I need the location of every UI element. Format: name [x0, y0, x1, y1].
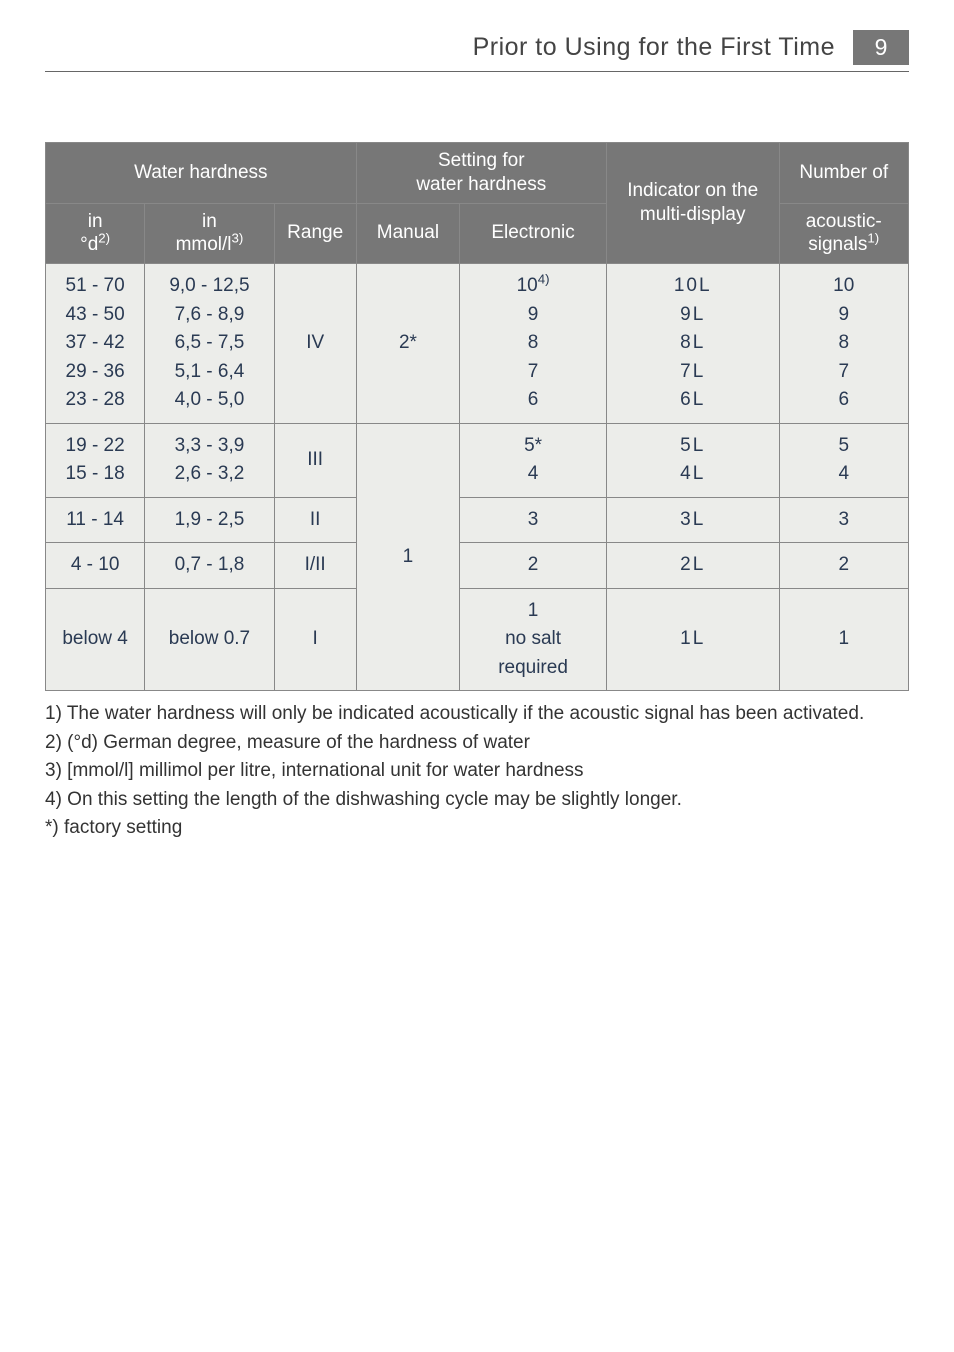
- th-in-mmol-text: inmmol/l: [176, 211, 232, 256]
- water-hardness-table: Water hardness Setting forwater hardness…: [45, 142, 909, 691]
- footnote-2: 2) (°d) German degree, measure of the ha…: [45, 730, 909, 757]
- th-electronic: Electronic: [460, 203, 607, 264]
- cell-d: 51 - 7043 - 5037 - 4229 - 3623 - 28: [46, 264, 145, 424]
- cell-indicator: 1L: [606, 588, 779, 691]
- cell-mmol: below 0.7: [145, 588, 274, 691]
- th-indicator: Indicator on the multi-display: [606, 143, 779, 264]
- cell-electronic-10-sup: 4): [538, 272, 550, 287]
- cell-indicator: 3L: [606, 497, 779, 543]
- table-row: below 4 below 0.7 I 1no saltrequired 1L …: [46, 588, 909, 691]
- th-water-hardness: Water hardness: [46, 143, 357, 204]
- th-in-d: in°d2): [46, 203, 145, 264]
- cell-electronic: 104) 9876: [460, 264, 607, 424]
- cell-indicator: 5L4L: [606, 423, 779, 497]
- table-row: 19 - 2215 - 18 3,3 - 3,92,6 - 3,2 III 1 …: [46, 423, 909, 497]
- th-acoustic-signals-sup: 1): [867, 231, 879, 246]
- table-row: 4 - 10 0,7 - 1,8 I/II 2 2L 2: [46, 543, 909, 589]
- table-header-row-2: in°d2) inmmol/l3) Range Manual Electroni…: [46, 203, 909, 264]
- cell-signals: 2: [779, 543, 909, 589]
- cell-manual: 1: [356, 423, 460, 691]
- cell-electronic: 3: [460, 497, 607, 543]
- th-in-d-sup: 2): [98, 231, 110, 246]
- cell-electronic-rest: 9876: [528, 304, 539, 411]
- cell-mmol: 0,7 - 1,8: [145, 543, 274, 589]
- cell-d: 19 - 2215 - 18: [46, 423, 145, 497]
- cell-signals: 54: [779, 423, 909, 497]
- cell-mmol: 9,0 - 12,57,6 - 8,96,5 - 7,55,1 - 6,44,0…: [145, 264, 274, 424]
- cell-electronic-10: 10: [517, 275, 538, 296]
- footnote-3: 3) [mmol/l] millimol per litre, internat…: [45, 758, 909, 785]
- cell-electronic: 5*4: [460, 423, 607, 497]
- cell-range: IV: [274, 264, 356, 424]
- th-setting: Setting forwater hardness: [356, 143, 606, 204]
- footnote-4: 4) On this setting the length of the dis…: [45, 787, 909, 814]
- cell-electronic: 1no saltrequired: [460, 588, 607, 691]
- th-number-of: Number of: [779, 143, 909, 204]
- cell-electronic: 2: [460, 543, 607, 589]
- cell-d: below 4: [46, 588, 145, 691]
- th-in-mmol-sup: 3): [232, 231, 244, 246]
- cell-signals: 109876: [779, 264, 909, 424]
- table-header-row-1: Water hardness Setting forwater hardness…: [46, 143, 909, 204]
- table-head: Water hardness Setting forwater hardness…: [46, 143, 909, 264]
- table-body: 51 - 7043 - 5037 - 4229 - 3623 - 28 9,0 …: [46, 264, 909, 691]
- table-row: 11 - 14 1,9 - 2,5 II 3 3L 3: [46, 497, 909, 543]
- cell-mmol: 1,9 - 2,5: [145, 497, 274, 543]
- cell-signals: 1: [779, 588, 909, 691]
- footnotes: 1) The water hardness will only be indic…: [45, 701, 909, 842]
- th-range: Range: [274, 203, 356, 264]
- cell-d: 4 - 10: [46, 543, 145, 589]
- cell-d: 11 - 14: [46, 497, 145, 543]
- footnote-star: *) factory setting: [45, 815, 909, 842]
- cell-manual: 2*: [356, 264, 460, 424]
- page-number: 9: [853, 30, 909, 65]
- cell-range: I/II: [274, 543, 356, 589]
- page-header: Prior to Using for the First Time 9: [45, 30, 909, 72]
- footnote-1: 1) The water hardness will only be indic…: [45, 701, 909, 728]
- cell-signals: 3: [779, 497, 909, 543]
- page: Prior to Using for the First Time 9 Wate…: [0, 0, 954, 842]
- th-acoustic-signals: acoustic-signals1): [779, 203, 909, 264]
- cell-indicator: 2L: [606, 543, 779, 589]
- table-row: 51 - 7043 - 5037 - 4229 - 3623 - 28 9,0 …: [46, 264, 909, 424]
- th-manual: Manual: [356, 203, 460, 264]
- cell-mmol: 3,3 - 3,92,6 - 3,2: [145, 423, 274, 497]
- cell-indicator: 10L9L8L7L6L: [606, 264, 779, 424]
- cell-range: II: [274, 497, 356, 543]
- cell-range: I: [274, 588, 356, 691]
- th-in-mmol: inmmol/l3): [145, 203, 274, 264]
- page-title: Prior to Using for the First Time: [473, 33, 835, 62]
- cell-range: III: [274, 423, 356, 497]
